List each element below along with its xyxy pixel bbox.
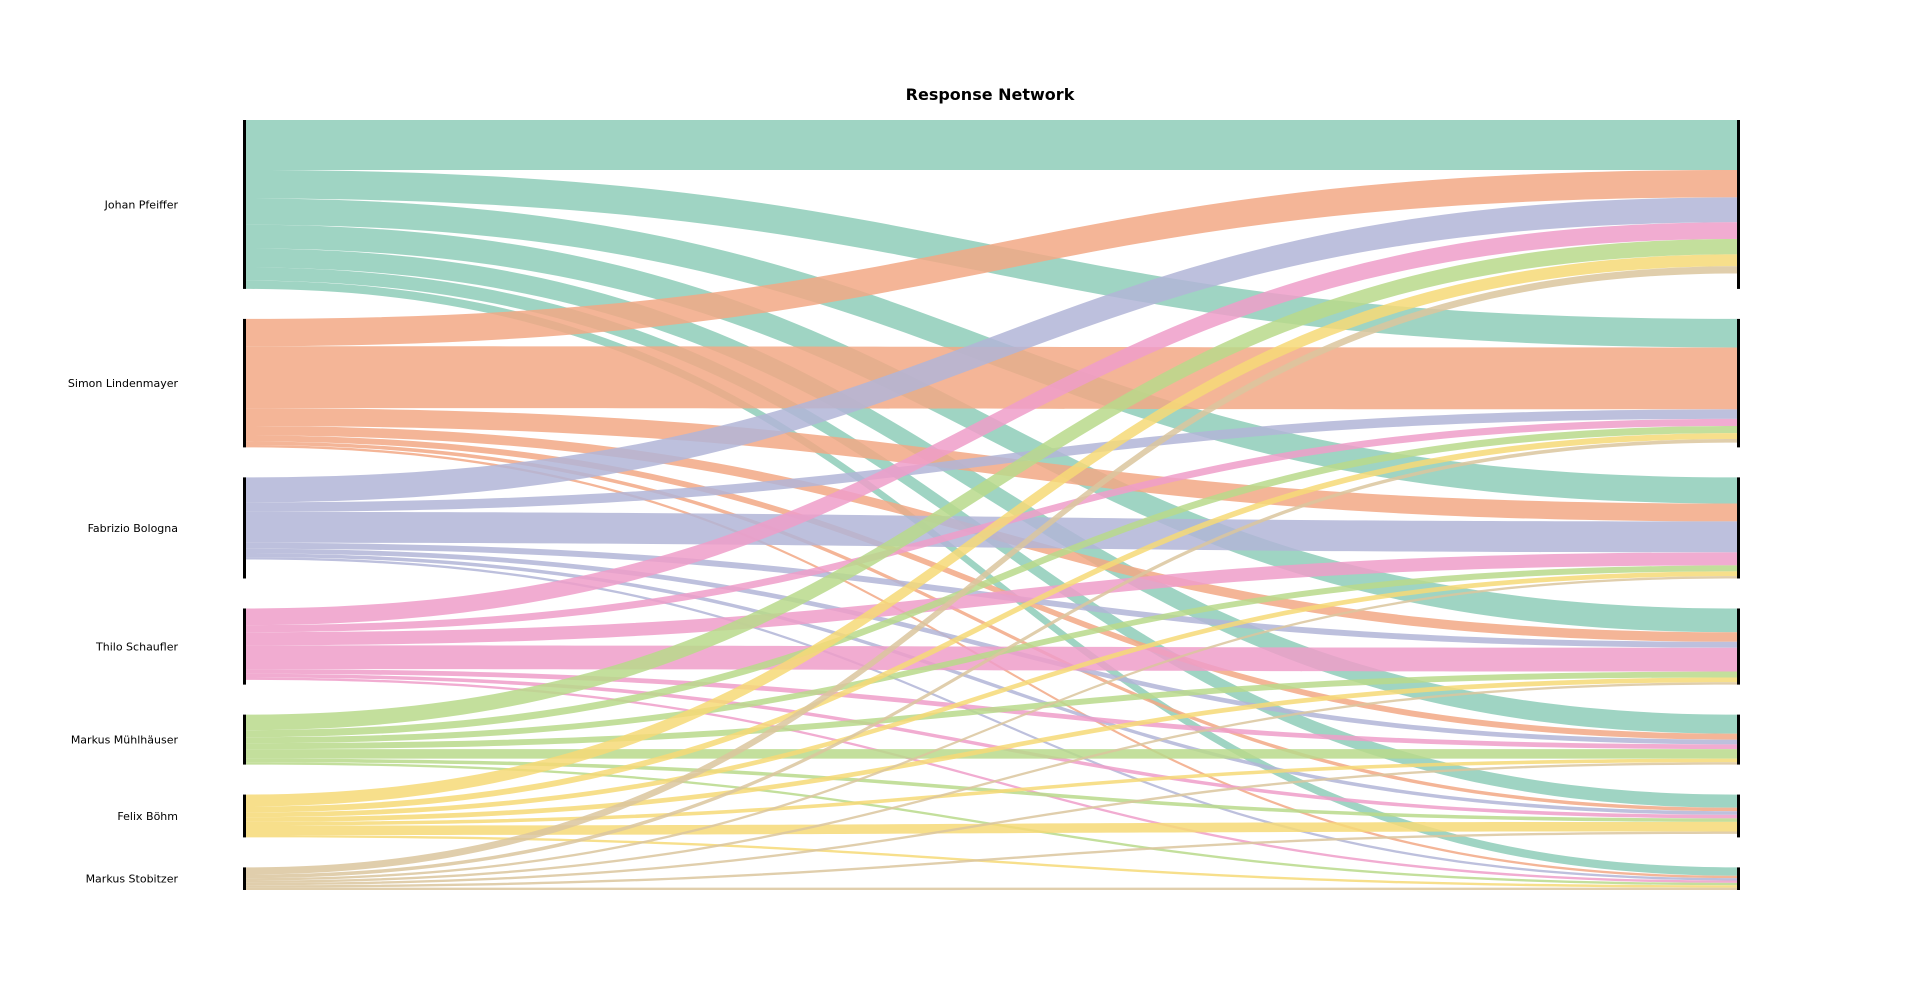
flow-4-to-4 [246, 749, 1737, 759]
flow-4-to-0 [246, 238, 1737, 731]
source-bar-1 [243, 318, 246, 448]
flow-5-to-3 [246, 677, 1737, 822]
flow-2-to-0 [246, 197, 1737, 503]
source-bar-2 [243, 477, 246, 579]
flow-5-to-0 [246, 254, 1737, 807]
flow-0-to-0 [246, 120, 1737, 170]
flow-6-to-5 [246, 831, 1737, 888]
flow-1-to-1 [246, 346, 1737, 410]
source-bar-3 [243, 608, 246, 685]
flow-2-to-1 [246, 409, 1737, 512]
node-label-2: Fabrizio Bologna [88, 522, 178, 535]
target-bar-2 [1737, 477, 1740, 579]
target-bar-5 [1737, 794, 1740, 838]
flow-6-to-3 [246, 682, 1737, 883]
chart-title: Response Network [906, 85, 1075, 104]
flow-3-to-2 [246, 552, 1737, 646]
flow-5-to-2 [246, 571, 1737, 818]
source-bar-4 [243, 714, 246, 765]
flow-4-to-1 [246, 425, 1737, 738]
flow-1-to-0 [246, 169, 1737, 347]
target-bar-3 [1737, 608, 1740, 685]
flow-1-to-5 [246, 441, 1737, 812]
target-bar-1 [1737, 318, 1740, 448]
flow-6-to-1 [246, 439, 1737, 879]
source-bar-6 [243, 867, 246, 890]
flow-4-to-3 [246, 671, 1737, 750]
flow-6-to-4 [246, 762, 1737, 886]
node-label-5: Felix Böhm [117, 810, 178, 823]
target-bar-6 [1737, 867, 1740, 890]
flow-6-to-2 [246, 576, 1737, 881]
source-bar-5 [243, 794, 246, 838]
flow-5-to-6 [246, 835, 1737, 888]
flow-2-to-5 [246, 553, 1737, 815]
node-label-1: Simon Lindenmayer [68, 377, 179, 390]
node-label-6: Markus Stobitzer [86, 873, 179, 886]
node-bar-group [243, 120, 1740, 890]
flow-5-to-1 [246, 433, 1737, 813]
flow-1-to-4 [246, 435, 1737, 740]
node-label-4: Markus Mühlhäuser [71, 734, 179, 747]
source-bar-0 [243, 120, 246, 289]
node-label-0: Johan Pfeiffer [104, 198, 179, 211]
flow-3-to-0 [246, 222, 1737, 626]
flow-3-to-5 [246, 673, 1737, 819]
target-bar-0 [1737, 120, 1740, 289]
flow-5-to-4 [246, 758, 1737, 826]
flow-2-to-6 [246, 557, 1737, 881]
node-label-3: Thilo Schaufler [95, 641, 178, 654]
flow-6-to-6 [246, 887, 1737, 890]
flow-4-to-2 [246, 565, 1737, 744]
flow-6-to-0 [246, 266, 1737, 875]
target-bar-4 [1737, 714, 1740, 765]
node-label-group: Johan Pfeiffer Simon Lindenmayer Fabrizio … [68, 198, 179, 885]
ribbon-group [246, 120, 1737, 890]
flow-2-to-4 [246, 548, 1737, 745]
flow-3-to-6 [246, 677, 1737, 883]
